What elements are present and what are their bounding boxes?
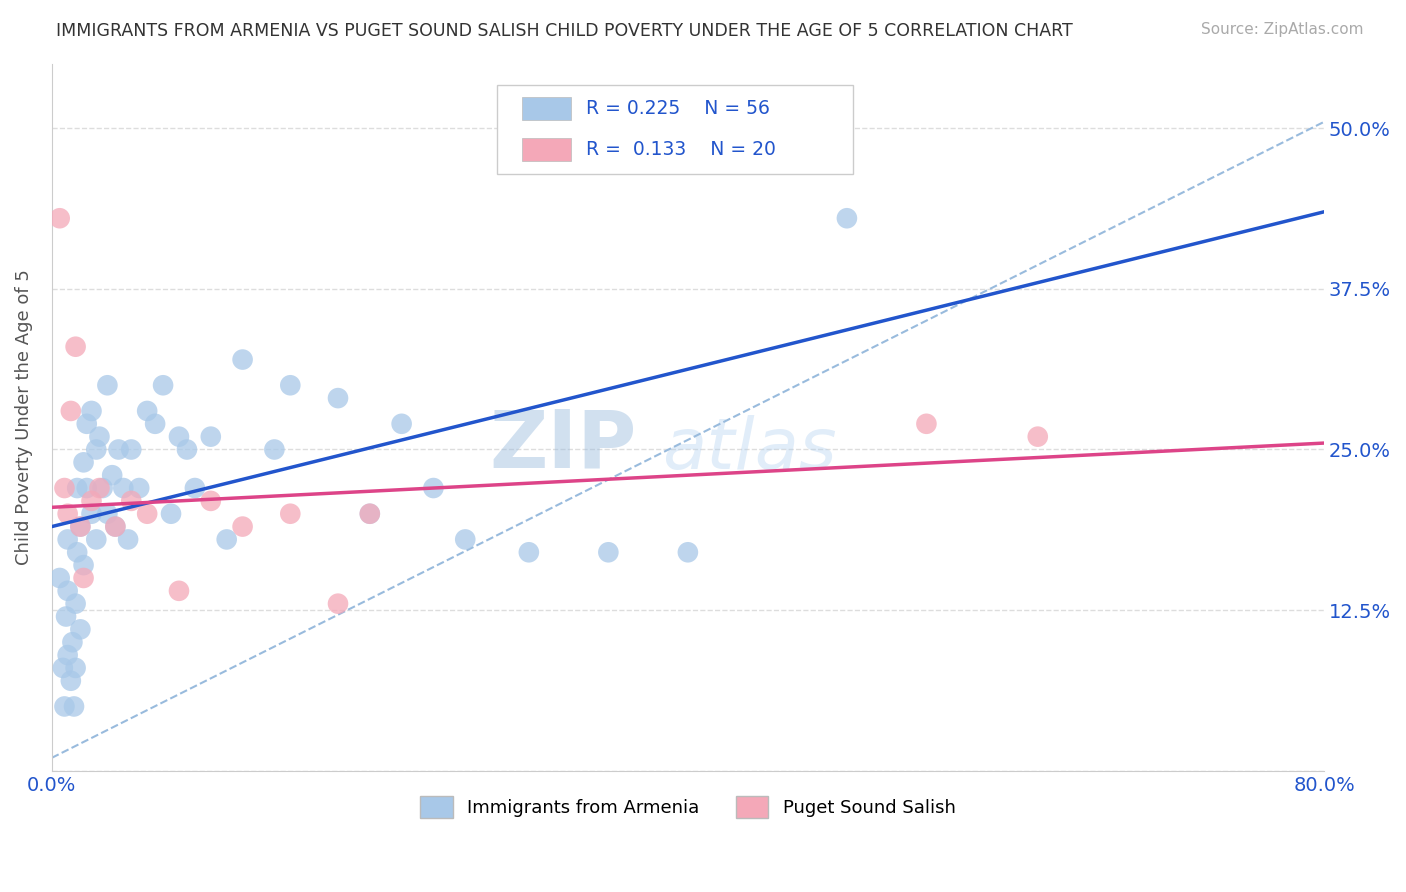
- Point: [232, 519, 254, 533]
- Point: [326, 391, 349, 405]
- Point: [422, 481, 444, 495]
- Point: [84, 533, 107, 547]
- Point: [152, 378, 174, 392]
- Point: [120, 442, 142, 457]
- Point: [89, 430, 111, 444]
- Point: [160, 507, 183, 521]
- Point: [55, 609, 77, 624]
- Point: [53, 481, 76, 495]
- Point: [69, 623, 91, 637]
- Point: [59, 673, 82, 688]
- Point: [48, 571, 70, 585]
- Point: [359, 507, 381, 521]
- Point: [52, 661, 75, 675]
- Y-axis label: Child Poverty Under the Age of 5: Child Poverty Under the Age of 5: [15, 269, 32, 566]
- Point: [59, 404, 82, 418]
- Point: [56, 507, 79, 521]
- Point: [53, 699, 76, 714]
- Point: [104, 519, 127, 533]
- Point: [167, 583, 190, 598]
- Point: [232, 352, 254, 367]
- Point: [598, 545, 620, 559]
- Point: [278, 378, 301, 392]
- Point: [184, 481, 207, 495]
- Point: [120, 494, 142, 508]
- Point: [176, 442, 198, 457]
- FancyBboxPatch shape: [498, 86, 853, 174]
- Point: [65, 597, 87, 611]
- Point: [200, 494, 222, 508]
- Point: [128, 481, 150, 495]
- Point: [65, 661, 87, 675]
- Point: [104, 519, 127, 533]
- Point: [835, 211, 858, 226]
- Point: [69, 519, 91, 533]
- Point: [72, 455, 94, 469]
- Point: [76, 481, 98, 495]
- Point: [200, 430, 222, 444]
- Point: [136, 404, 159, 418]
- Point: [215, 533, 238, 547]
- Point: [89, 481, 111, 495]
- Point: [101, 468, 124, 483]
- Text: R =  0.133    N = 20: R = 0.133 N = 20: [586, 140, 776, 160]
- Point: [454, 533, 477, 547]
- Bar: [523, 97, 571, 120]
- Point: [56, 533, 79, 547]
- Point: [96, 378, 118, 392]
- Point: [66, 545, 89, 559]
- Point: [107, 442, 129, 457]
- Point: [263, 442, 285, 457]
- Point: [96, 507, 118, 521]
- Point: [66, 481, 89, 495]
- Point: [76, 417, 98, 431]
- Point: [80, 507, 103, 521]
- Point: [80, 494, 103, 508]
- Point: [676, 545, 699, 559]
- Point: [62, 635, 84, 649]
- Point: [143, 417, 166, 431]
- Point: [391, 417, 413, 431]
- Point: [278, 507, 301, 521]
- Point: [167, 430, 190, 444]
- Legend: Immigrants from Armenia, Puget Sound Salish: Immigrants from Armenia, Puget Sound Sal…: [413, 789, 963, 825]
- Point: [112, 481, 135, 495]
- Point: [359, 507, 381, 521]
- Point: [80, 404, 103, 418]
- Point: [1026, 430, 1049, 444]
- Point: [117, 533, 139, 547]
- Point: [65, 340, 87, 354]
- Point: [56, 648, 79, 662]
- Point: [72, 571, 94, 585]
- Text: R = 0.225    N = 56: R = 0.225 N = 56: [586, 99, 770, 118]
- Point: [91, 481, 114, 495]
- Text: Source: ZipAtlas.com: Source: ZipAtlas.com: [1201, 22, 1364, 37]
- Point: [84, 442, 107, 457]
- Point: [136, 507, 159, 521]
- Bar: [523, 138, 571, 161]
- Text: ZIP: ZIP: [489, 407, 637, 484]
- Point: [48, 211, 70, 226]
- Point: [72, 558, 94, 573]
- Point: [69, 519, 91, 533]
- Point: [326, 597, 349, 611]
- Point: [517, 545, 540, 559]
- Point: [56, 583, 79, 598]
- Point: [915, 417, 938, 431]
- Text: IMMIGRANTS FROM ARMENIA VS PUGET SOUND SALISH CHILD POVERTY UNDER THE AGE OF 5 C: IMMIGRANTS FROM ARMENIA VS PUGET SOUND S…: [56, 22, 1073, 40]
- Text: atlas: atlas: [662, 415, 837, 483]
- Point: [63, 699, 86, 714]
